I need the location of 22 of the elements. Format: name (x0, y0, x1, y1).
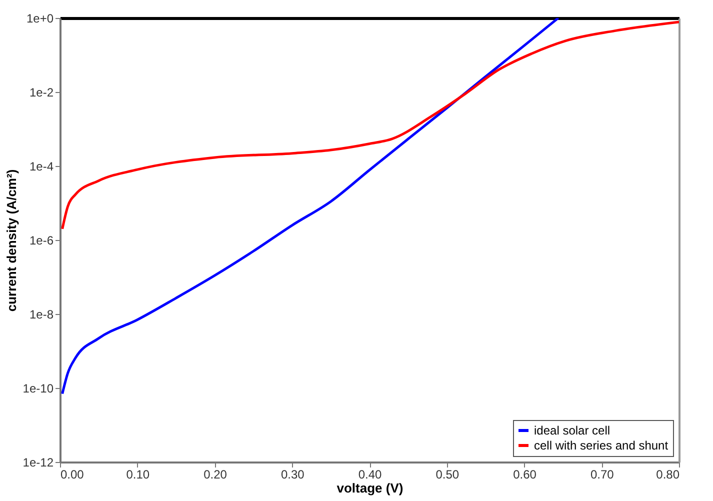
x-tick-label: 0.00 (60, 468, 84, 482)
y-tick-label: 1e-8 (29, 308, 54, 322)
x-tick-label: 0.40 (358, 468, 382, 482)
x-tick-label: 0.70 (590, 468, 614, 482)
line-series (61, 18, 560, 395)
x-axis-title: voltage (V) (336, 480, 404, 496)
legend-label: ideal solar cell (534, 424, 610, 438)
x-tick-label: 0.10 (126, 468, 150, 482)
y-tick-label: 1e-10 (22, 382, 54, 396)
y-tick-label: 1e-4 (29, 160, 54, 174)
y-axis-title: current density (A/cm²) (4, 169, 19, 312)
line-series (61, 20, 679, 230)
y-tick-label: 1e+0 (26, 12, 54, 26)
x-tick-label: 0.30 (280, 468, 305, 482)
x-tick-label: 0.60 (513, 468, 537, 482)
y-tick-label: 1e-2 (29, 86, 54, 100)
y-tick-label: 1e-12 (22, 456, 54, 470)
y-tick-label: 1e-6 (29, 234, 54, 248)
legend-label: cell with series and shunt (534, 438, 669, 452)
x-tick-label: 0.80 (656, 468, 680, 482)
x-tick-label: 0.50 (436, 468, 460, 482)
x-tick-label: 0.20 (204, 468, 228, 482)
